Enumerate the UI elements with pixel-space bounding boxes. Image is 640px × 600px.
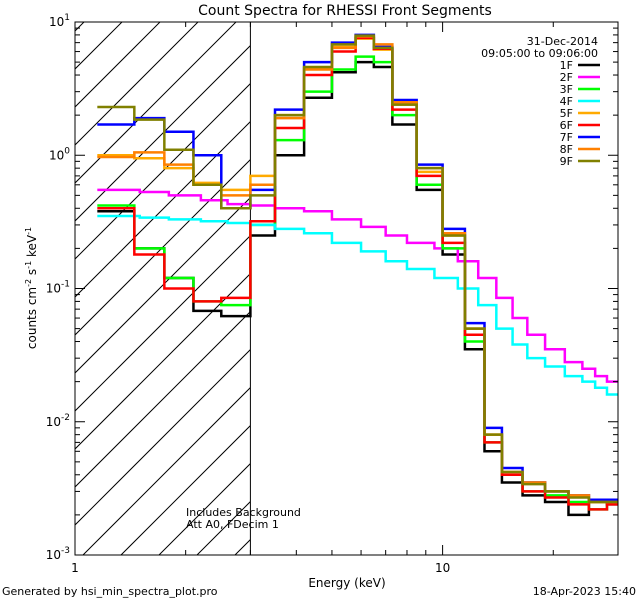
x-tick-label: 1	[71, 561, 79, 575]
y-label-exp1: -2	[24, 279, 33, 287]
series-layer	[97, 33, 618, 517]
y-tick-label: 101	[49, 13, 70, 29]
legend-label-7F: 7F	[560, 131, 573, 144]
series-line-2F	[97, 188, 618, 383]
footer-timestamp: 18-Apr-2023 15:40	[533, 585, 636, 598]
series-line-4F	[97, 214, 618, 396]
date-label: 31-Dec-2014	[527, 35, 598, 48]
legend-label-3F: 3F	[560, 83, 573, 96]
legend-label-1F: 1F	[560, 59, 573, 72]
y-axis-label: counts cm-2 s-1 keV-1	[24, 227, 39, 349]
y-label-exp3: -1	[24, 227, 33, 235]
legend-label-8F: 8F	[560, 143, 573, 156]
hatch-lines	[75, 22, 251, 555]
annotation-background: Includes Background	[186, 506, 301, 519]
y-label-tail: keV	[25, 234, 39, 261]
legend-label-6F: 6F	[560, 119, 573, 132]
x-tick-label: 10	[435, 561, 450, 575]
y-label-mid: s	[25, 269, 39, 279]
y-tick-label: 10-2	[46, 413, 70, 429]
y-label-base: counts cm	[25, 287, 39, 349]
x-axis-label: Energy (keV)	[308, 576, 385, 590]
annotation-attenuator: Att A0, FDecim 1	[186, 518, 279, 531]
series-line-9F	[97, 34, 618, 504]
legend-label-2F: 2F	[560, 71, 573, 84]
y-tick-label: 10-1	[46, 280, 70, 296]
legend-label-4F: 4F	[560, 95, 573, 108]
footer-generated-by: Generated by hsi_min_spectra_plot.pro	[2, 585, 218, 598]
legend-label-9F: 9F	[560, 155, 573, 168]
y-tick-label: 10-3	[46, 546, 70, 562]
x-axis: 110100	[71, 22, 619, 575]
y-axis: 101 100 10-1 10-2 10-3	[46, 13, 618, 562]
y-label-exp2: -1	[24, 261, 33, 269]
y-tick-label: 100	[49, 146, 70, 162]
time-range-label: 09:05:00 to 09:06:00	[481, 47, 598, 60]
attenuator-hatch-region	[75, 22, 251, 555]
legend-label-5F: 5F	[560, 107, 573, 120]
chart-title: Count Spectra for RHESSI Front Segments	[198, 3, 492, 19]
